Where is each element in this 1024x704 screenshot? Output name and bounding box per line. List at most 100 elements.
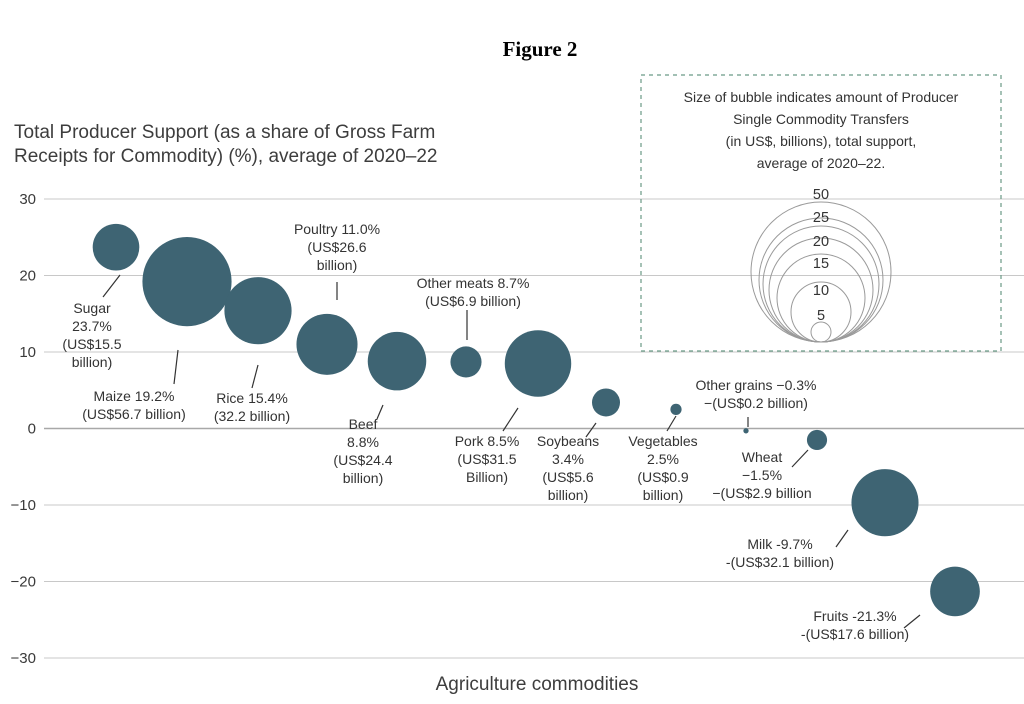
other-grains-label-line: −(US$0.2 billion) [704, 395, 808, 411]
legend-size-circle [810, 321, 832, 343]
rice-label: Rice 15.4% (32.2 billion) [214, 390, 290, 424]
fruits-label-line: -(US$17.6 billion) [801, 626, 909, 642]
soybeans-label: Soybeans 3.4% (US$5.6 billion) [537, 433, 599, 503]
legend-size-label: 15 [813, 256, 829, 272]
legend-size-label: 10 [813, 283, 829, 299]
poultry-label: Poultry 11.0% (US$26.6 billion) [294, 221, 380, 273]
pork-label: Pork 8.5% (US$31.5 Billion) [455, 433, 520, 485]
soybeans-bubble [591, 388, 621, 417]
legend-description-line: average of 2020–22. [757, 155, 885, 171]
sugar-bubble [92, 223, 140, 271]
wheat-label: Wheat −1.5% −(US$2.9 billion [712, 449, 811, 501]
beef-leader-line [376, 404, 384, 420]
milk-label-line: -(US$32.1 billion) [726, 554, 834, 570]
maize-bubble [142, 237, 232, 327]
y-tick-label: −10 [11, 497, 36, 514]
sugar-label-line: (US$15.5 [62, 336, 121, 352]
soybeans-label-line: 3.4% [552, 451, 584, 467]
poultry-label-line: (US$26.6 [307, 239, 366, 255]
beef-label-line: Beef [349, 416, 378, 432]
beef-bubble [367, 331, 427, 391]
wheat-label-line: −1.5% [742, 467, 782, 483]
vegetables-label: Vegetables 2.5% (US$0.9 billion) [628, 433, 697, 503]
y-tick-label: −30 [11, 650, 36, 667]
vegetables-label-line: (US$0.9 [637, 469, 689, 485]
x-axis-title: Agriculture commodities [436, 674, 639, 695]
sugar-label: Sugar 23.7% (US$15.5 billion) [62, 300, 121, 370]
wheat-leader-line [791, 449, 809, 468]
milk-label-line: Milk -9.7% [747, 536, 812, 552]
pork-bubble [504, 330, 572, 397]
sugar-label-line: billion) [72, 354, 112, 370]
milk-leader-line [835, 529, 849, 548]
y-tick-label: −20 [11, 574, 36, 591]
y-axis-title: Total Producer Support (as a share of Gr… [14, 122, 437, 167]
y-tick-label: 0 [28, 421, 36, 438]
legend-description-line: Single Commodity Transfers [733, 111, 909, 127]
milk-label: Milk -9.7% -(US$32.1 billion) [726, 536, 834, 570]
y-tick-label: 10 [19, 344, 36, 361]
other-grains-label-line: Other grains −0.3% [695, 377, 816, 393]
size-legend: Size of bubble indicates amount of Produ… [640, 74, 1002, 352]
beef-label: Beef 8.8% (US$24.4 billion) [333, 416, 392, 486]
soybeans-label-line: billion) [548, 487, 588, 503]
beef-label-line: 8.8% [347, 434, 379, 450]
soybeans-leader-line [585, 422, 597, 438]
other-grains-label: Other grains −0.3% −(US$0.2 billion) [695, 377, 816, 411]
vegetables-bubble [670, 403, 682, 415]
other-meats-bubble [450, 346, 482, 378]
rice-leader-line [251, 364, 259, 389]
pork-label-line: (US$31.5 [457, 451, 516, 467]
sugar-label-line: 23.7% [72, 318, 112, 334]
wheat-label-line: −(US$2.9 billion [712, 485, 811, 501]
pork-label-line: Pork 8.5% [455, 433, 520, 449]
other-meats-label: Other meats 8.7% (US$6.9 billion) [417, 275, 530, 309]
legend-description: Size of bubble indicates amount of Produ… [684, 89, 959, 171]
poultry-label-line: Poultry 11.0% [294, 221, 380, 237]
maize-label-line: (US$56.7 billion) [82, 406, 186, 422]
vegetables-leader-line [666, 415, 677, 432]
sugar-leader-line [102, 274, 121, 298]
legend-box [640, 74, 1002, 352]
vegetables-label-line: 2.5% [647, 451, 679, 467]
other-grains-bubble [743, 428, 749, 434]
fruits-bubble [930, 566, 980, 617]
rice-label-line: (32.2 billion) [214, 408, 290, 424]
fruits-label-line: Fruits -21.3% [813, 608, 896, 624]
bubbles [92, 223, 980, 617]
milk-bubble [851, 469, 919, 537]
maize-label: Maize 19.2% (US$56.7 billion) [82, 388, 186, 422]
legend-size-label: 5 [817, 308, 825, 324]
other-meats-label-line: Other meats 8.7% [417, 275, 530, 291]
legend-description-line: (in US$, billions), total support, [726, 133, 917, 149]
poultry-bubble [296, 313, 358, 375]
soybeans-label-line: Soybeans [537, 433, 599, 449]
y-axis-title-line: Total Producer Support (as a share of Gr… [14, 122, 435, 143]
bubble-labels: Sugar 23.7% (US$15.5 billion) Maize 19.2% (US… [62, 221, 909, 642]
other-meats-label-line: (US$6.9 billion) [425, 293, 521, 309]
legend-size-label: 25 [813, 210, 829, 226]
poultry-label-line: billion) [317, 257, 357, 273]
legend-description-line: Size of bubble indicates amount of Produ… [684, 89, 959, 105]
beef-label-line: billion) [343, 470, 383, 486]
pork-leader-line [502, 407, 519, 432]
rice-label-line: Rice 15.4% [216, 390, 288, 406]
y-tick-label: 20 [19, 268, 36, 285]
sugar-label-line: Sugar [73, 300, 111, 316]
wheat-bubble [806, 429, 828, 451]
fruits-label: Fruits -21.3% -(US$17.6 billion) [801, 608, 909, 642]
figure-title: Figure 2 [503, 37, 578, 61]
y-axis-title-line: Receipts for Commodity) (%), average of … [14, 146, 437, 167]
maize-label-line: Maize 19.2% [94, 388, 175, 404]
rice-bubble [224, 277, 292, 345]
soybeans-label-line: (US$5.6 [542, 469, 594, 485]
maize-leader-line [173, 349, 179, 385]
vegetables-label-line: Vegetables [628, 433, 697, 449]
vegetables-label-line: billion) [643, 487, 683, 503]
pork-label-line: Billion) [466, 469, 508, 485]
y-tick-labels: 30 20 10 0 −10 −20 −30 [11, 191, 36, 667]
legend-size-label: 50 [813, 187, 829, 203]
fruits-leader-line [903, 614, 921, 629]
label-leader-lines [102, 274, 921, 629]
